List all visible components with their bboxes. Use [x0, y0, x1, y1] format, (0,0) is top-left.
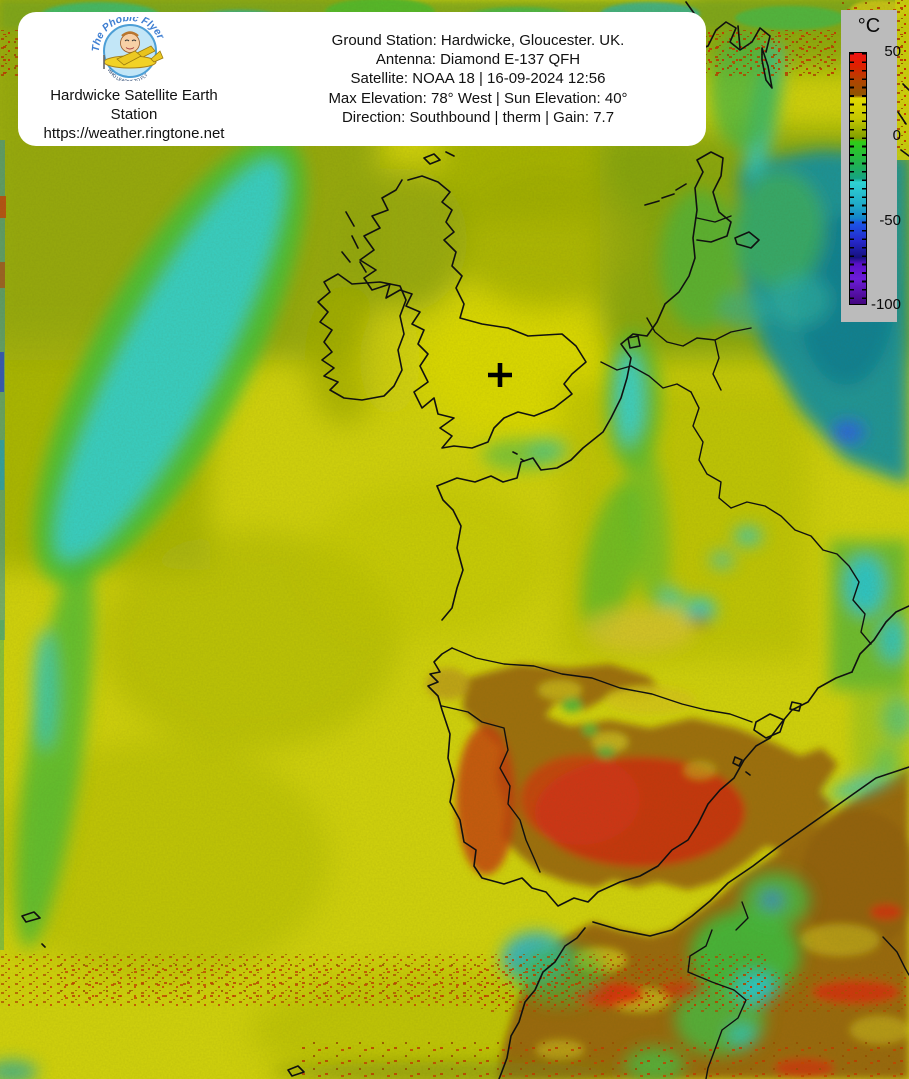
header-panel: The Phobic Flyer WHO LEARNT TO FLY Hardw… [18, 12, 706, 146]
info-antenna: Antenna: Diamond E-137 QFH [375, 51, 581, 69]
colorbar-gradient [849, 52, 867, 305]
logo-pilot-smile [125, 47, 135, 50]
station-name-line1: Hardwicke Satellite Earth [50, 87, 218, 104]
ground-station-marker [488, 363, 512, 387]
colorbar-label-minus50: -50 [879, 212, 901, 229]
station-name-line2: Station [110, 106, 158, 123]
logo-pilot-eyes [124, 39, 137, 42]
station-name: Hardwicke Satellite Earth Station [18, 86, 250, 124]
station-logo: The Phobic Flyer WHO LEARNT TO FLY [90, 17, 167, 81]
station-branding: The Phobic Flyer WHO LEARNT TO FLY Hardw… [18, 12, 250, 146]
info-ground-station: Ground Station: Hardwicke, Gloucester. U… [331, 32, 625, 49]
colorbar-unit-label: °C [857, 15, 881, 37]
colorbar-ticks-right [862, 53, 866, 304]
info-direction-gain: Direction: Southbound | therm | Gain: 7.… [341, 108, 615, 126]
info-elevation: Max Elevation: 78° West | Sun Elevation:… [328, 89, 628, 107]
colorbar-label-minus100: -100 [870, 296, 901, 313]
border-layer [441, 215, 909, 1079]
temperature-colorbar: °C 50 0 -50 -100 [841, 10, 901, 322]
logo-plane-tail [150, 50, 164, 63]
pass-info-block: Ground Station: Hardwicke, Gloucester. U… [250, 31, 706, 127]
station-url-link[interactable]: https://weather.ringtone.net [43, 125, 225, 142]
logo-pilot-hair [121, 31, 139, 37]
info-satellite-datetime: Satellite: NOAA 18 | 16-09-2024 12:56 [350, 70, 606, 88]
logo-plane-front-wing [116, 50, 142, 66]
colorbar-ticks-left [850, 53, 854, 304]
colorbar-label-0: 0 [892, 127, 901, 144]
coastline-layer [21, 1, 909, 1079]
colorbar-label-50: 50 [884, 43, 901, 60]
